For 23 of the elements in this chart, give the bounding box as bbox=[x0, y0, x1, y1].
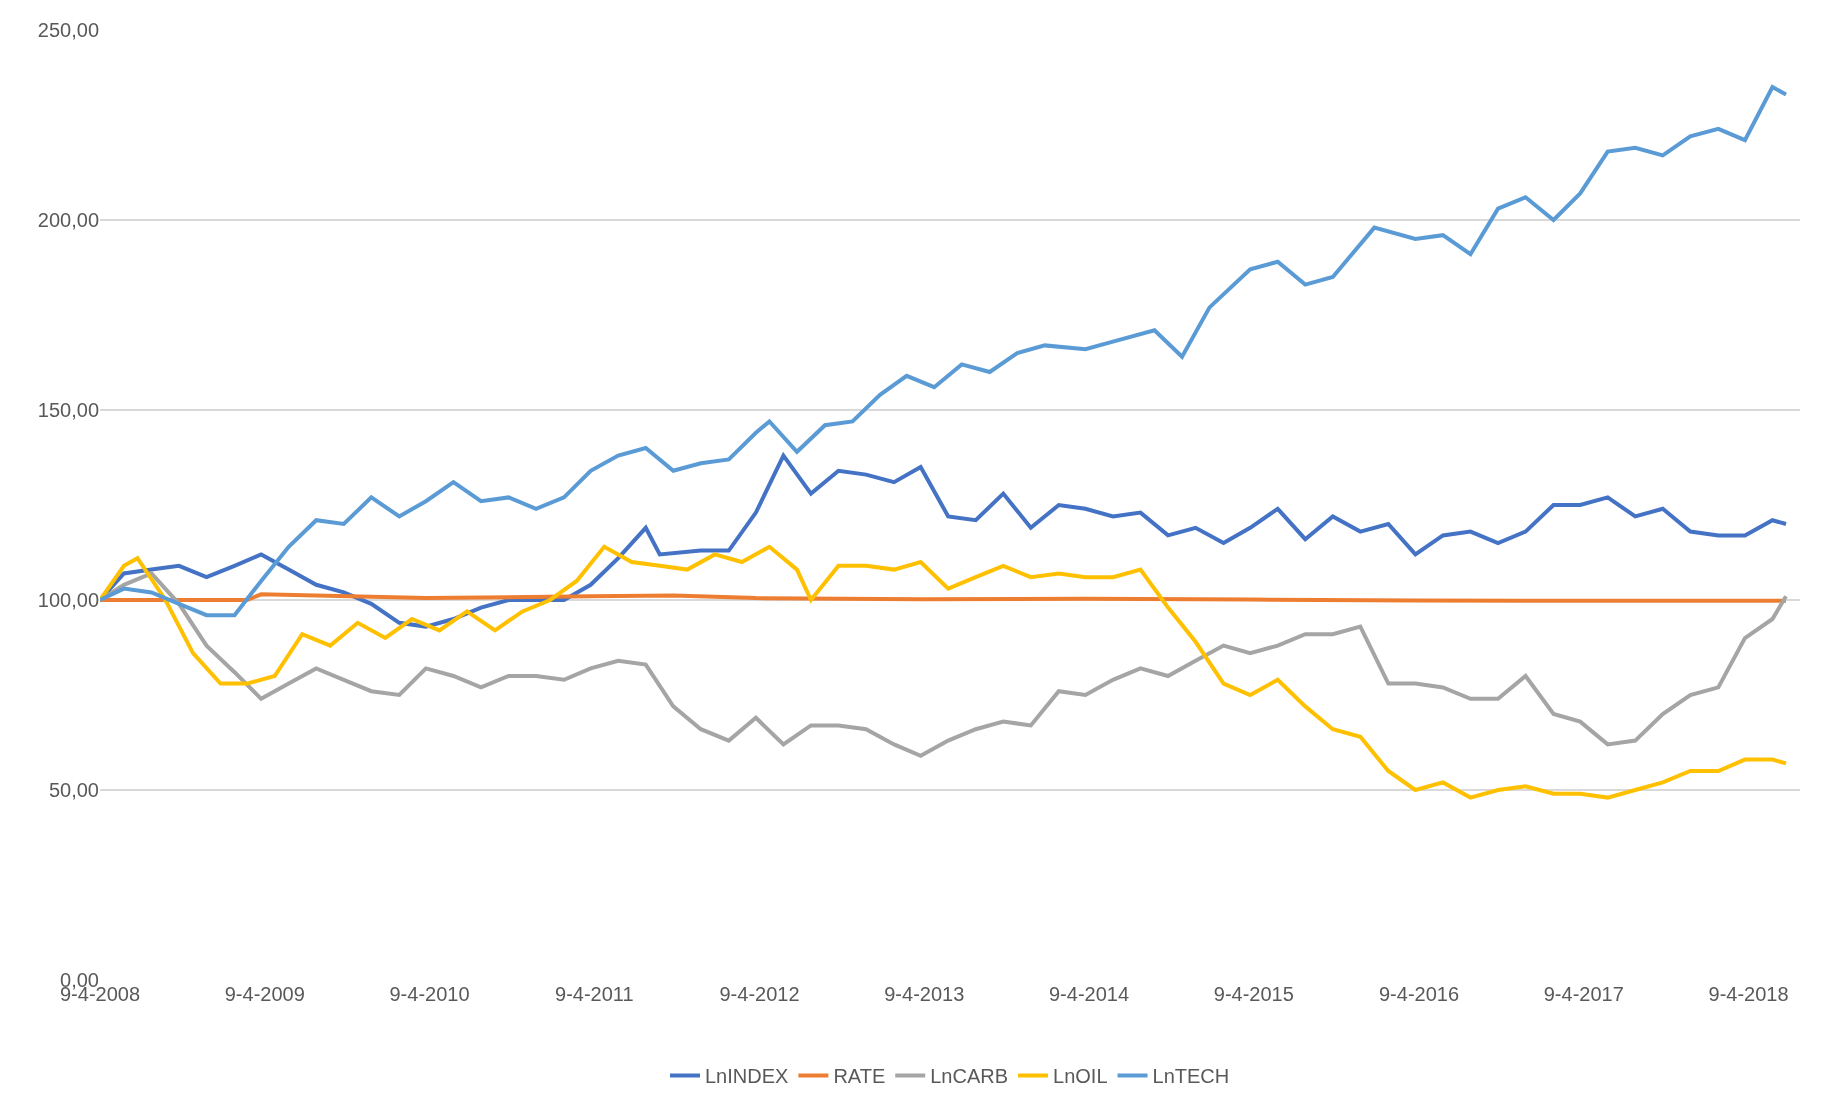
x-tick-label: 9-4-2015 bbox=[1213, 983, 1294, 1005]
x-tick-label: 9-4-2009 bbox=[224, 983, 305, 1005]
x-tick-label: 9-4-2017 bbox=[1543, 983, 1624, 1005]
legend-label: LnINDEX bbox=[705, 1065, 789, 1088]
x-tick-label: 9-4-2011 bbox=[555, 983, 634, 1005]
y-tick-label: 50,00 bbox=[48, 779, 99, 801]
y-tick-label: 250,00 bbox=[37, 19, 99, 41]
x-tick-label: 9-4-2018 bbox=[1708, 983, 1789, 1005]
y-tick-label: 200,00 bbox=[37, 209, 99, 231]
line-series bbox=[100, 592, 1789, 603]
x-tick-label: 9-4-2016 bbox=[1378, 983, 1460, 1005]
x-tick-label: 9-4-2014 bbox=[1049, 983, 1130, 1005]
x-tick-label: 9-4-2012 bbox=[719, 983, 800, 1005]
y-tick-label: 150,00 bbox=[37, 399, 99, 421]
legend-label: LnOIL bbox=[1053, 1065, 1108, 1088]
y-tick-label: 100,00 bbox=[37, 589, 99, 611]
x-tick-label: 9-4-2010 bbox=[389, 983, 470, 1005]
line-series bbox=[100, 85, 1789, 618]
legend-label: LnCARB bbox=[930, 1065, 1009, 1088]
line-series bbox=[100, 544, 1789, 800]
legend-label: RATE bbox=[833, 1065, 886, 1088]
legend-label: LnTECH bbox=[1152, 1065, 1230, 1088]
x-tick-label: 9-4-2013 bbox=[884, 983, 965, 1005]
